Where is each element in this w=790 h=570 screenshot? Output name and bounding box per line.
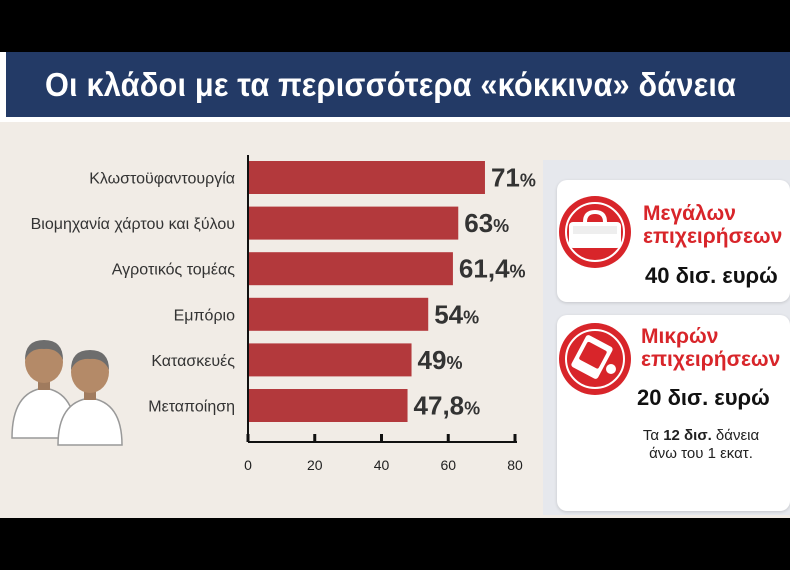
value-label: 61,4%	[459, 254, 526, 284]
value-label: 54%	[434, 299, 479, 329]
bar	[249, 389, 408, 422]
card-note: Τα 12 δισ. δάνεια άνω του 1 εκατ.	[639, 427, 763, 463]
note-line2: άνω του 1 εκατ.	[649, 445, 753, 462]
category-label: Αγροτικός τομέας	[112, 262, 235, 279]
card-amount: 20 δισ. ευρώ	[637, 385, 770, 410]
x-tick-label: 40	[374, 457, 390, 473]
bar	[249, 297, 429, 331]
value-unit: %	[464, 399, 480, 419]
value-number: 49	[418, 345, 447, 375]
red-briefcase-icon	[559, 196, 631, 268]
large-businesses-card: Μεγάλων επιχειρήσεων 40 δισ. ευρώ	[557, 180, 790, 302]
small-businesses-card: Μικρών επιχειρήσεων 20 δισ. ευρώ Τα 12 δ…	[557, 315, 790, 511]
category-label: Μεταποίηση	[148, 399, 235, 416]
x-tick-label: 80	[507, 457, 523, 473]
value-number: 71	[491, 163, 520, 193]
value-unit: %	[493, 216, 509, 236]
value-label: 71%	[491, 163, 536, 193]
category-label: Κλωστοϋφαντουργία	[89, 171, 235, 188]
bar	[249, 206, 459, 240]
value-unit: %	[520, 171, 536, 191]
businessmen-icon	[11, 340, 123, 446]
bar	[249, 343, 412, 377]
value-number: 61,4	[459, 254, 510, 284]
note-prefix: Τα	[642, 427, 664, 444]
page-title: Οι κλάδοι με τα περισσότερα «κόκκινα» δά…	[45, 66, 737, 103]
value-unit: %	[510, 262, 526, 282]
category-label: Βιομηχανία χάρτου και ξύλου	[31, 216, 235, 233]
card-title-line2: επιχειρήσεων	[643, 225, 783, 248]
bar	[249, 252, 453, 286]
top-black-band	[0, 0, 790, 52]
card-title-line1: Μικρών	[641, 325, 719, 348]
x-tick-label: 20	[307, 457, 323, 473]
bar-chart: 0 20 40 60 80 Κλωστοϋφαντουργία 71% Βιομηχανία …	[31, 155, 536, 473]
value-label: 47,8%	[414, 391, 481, 421]
card-title-line1: Μεγάλων	[643, 202, 736, 225]
x-tick-label: 60	[440, 457, 456, 473]
value-label: 63%	[464, 208, 509, 238]
bottom-black-band	[0, 518, 790, 570]
title-bar: Οι κλάδοι με τα περισσότερα «κόκκινα» δά…	[0, 52, 790, 122]
title-background	[6, 52, 790, 117]
card-title-line2: επιχειρήσεων	[641, 348, 781, 371]
category-label: Κατασκευές	[151, 353, 235, 370]
category-label: Εμπόριο	[174, 307, 235, 324]
card-amount: 40 δισ. ευρώ	[645, 263, 778, 288]
value-number: 54	[434, 299, 463, 329]
value-unit: %	[463, 307, 479, 327]
x-tick-label: 0	[244, 457, 252, 473]
person-front	[57, 350, 123, 446]
value-label: 49%	[418, 345, 463, 375]
value-number: 63	[464, 208, 493, 238]
value-number: 47,8	[414, 391, 465, 421]
person-back	[11, 340, 77, 439]
note-suffix: δάνεια	[711, 427, 760, 444]
red-wallet-icon	[559, 323, 631, 395]
value-unit: %	[446, 353, 462, 373]
bar	[249, 161, 485, 194]
note-bold: 12 δισ.	[663, 427, 712, 444]
